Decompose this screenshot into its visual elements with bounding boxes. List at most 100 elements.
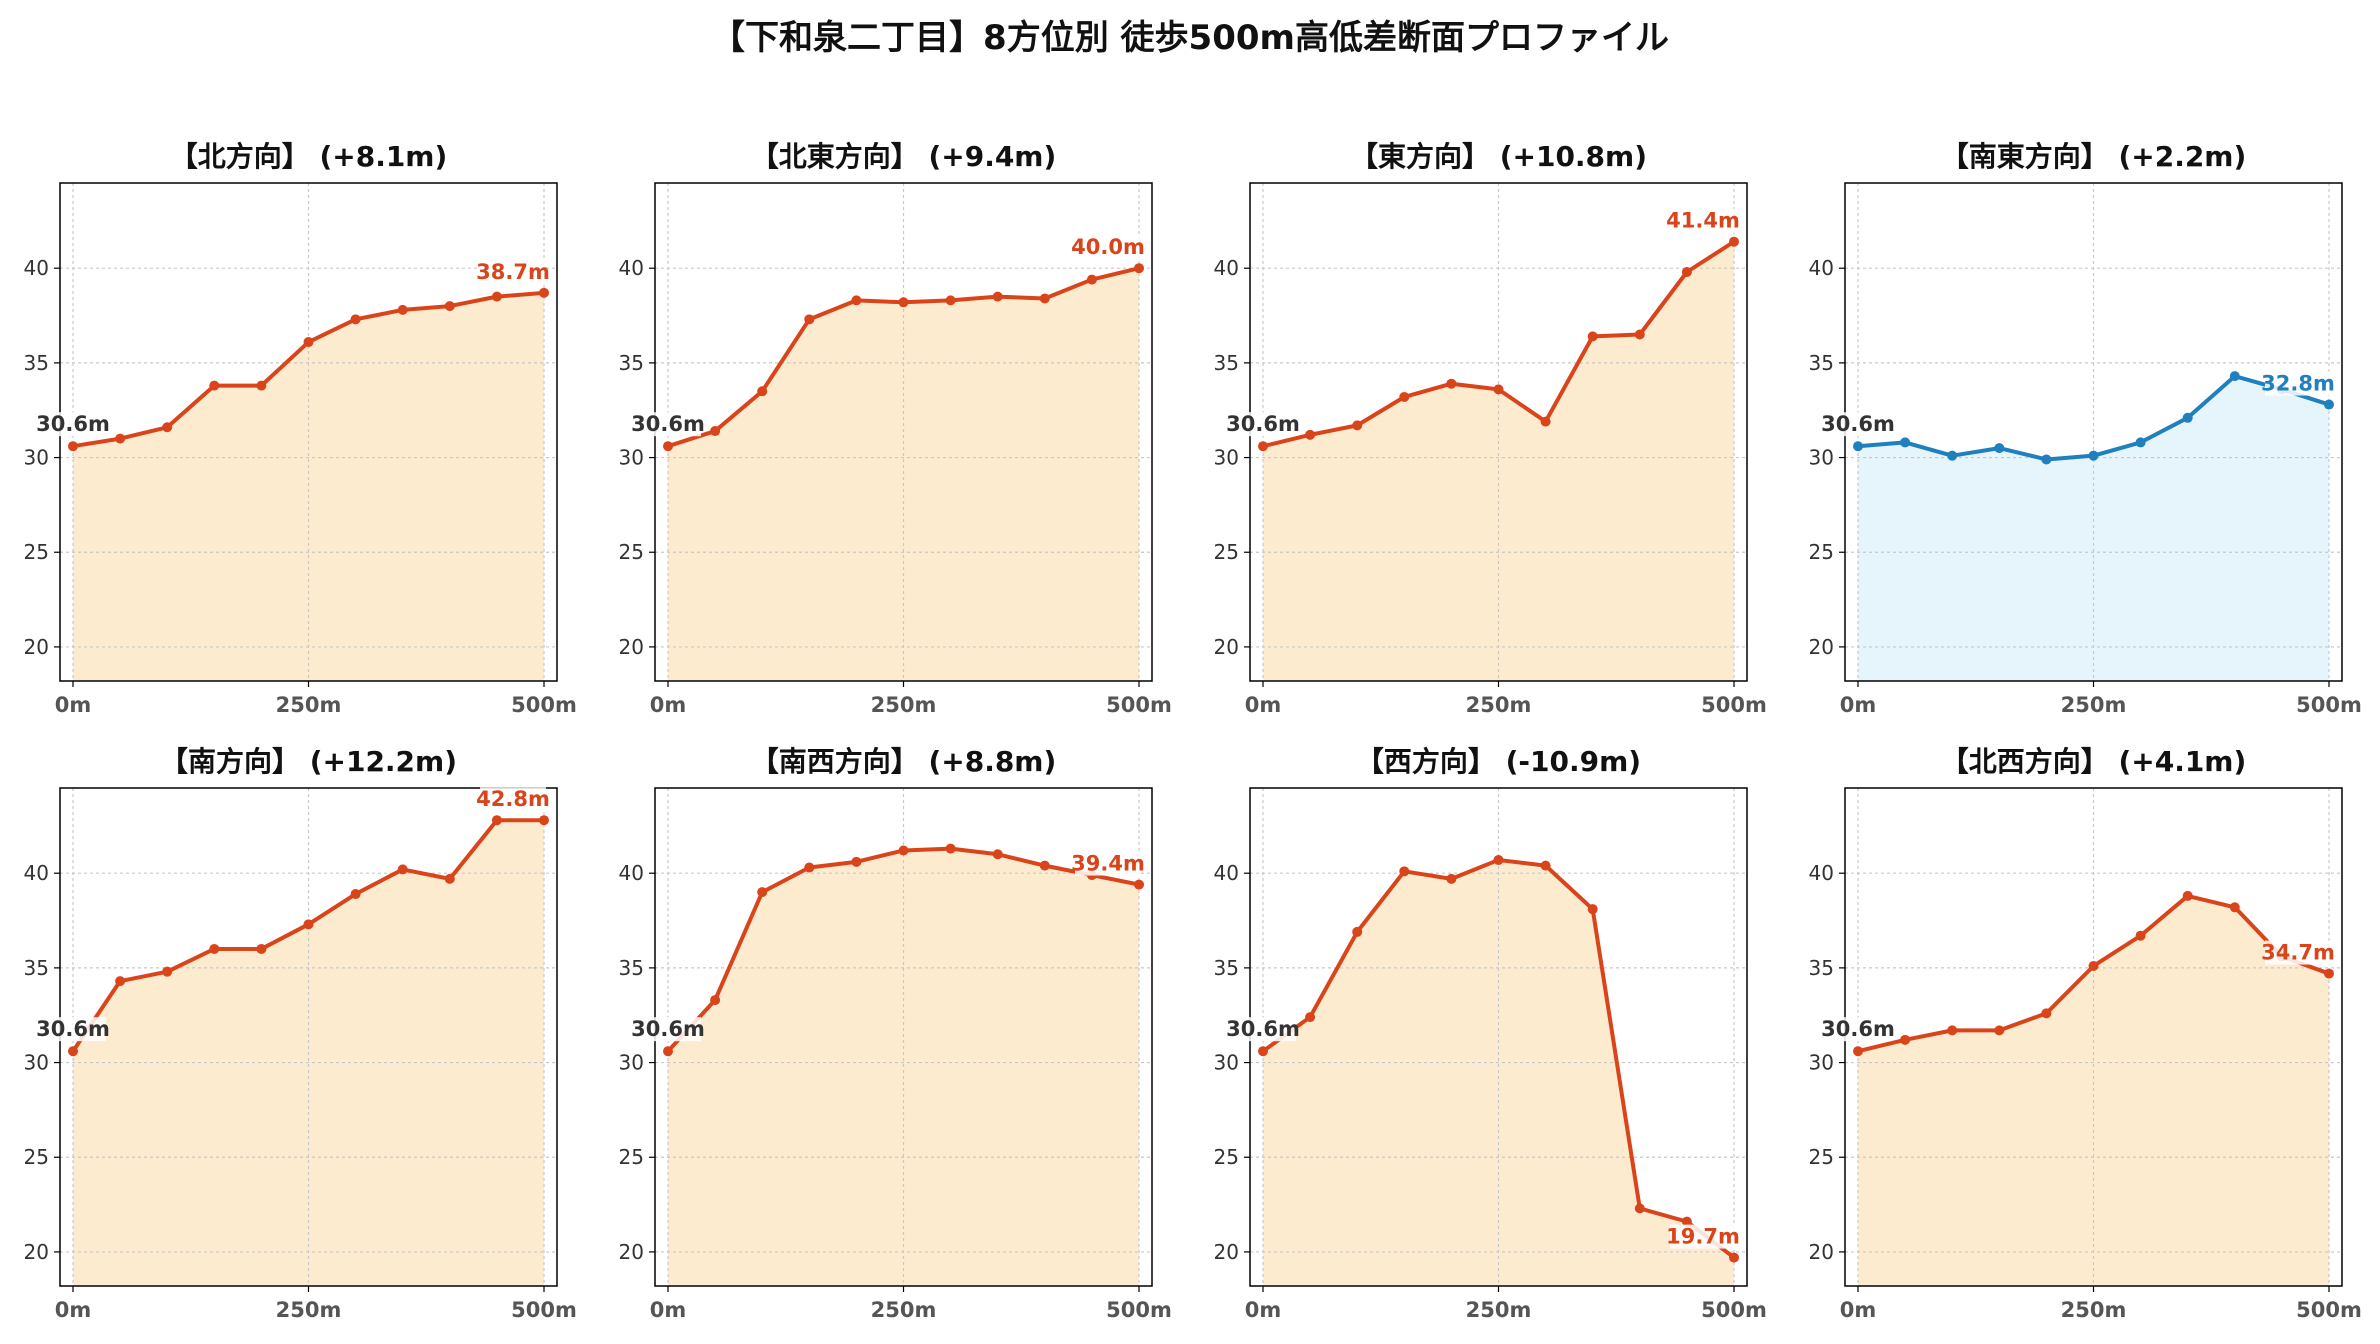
data-point [2229,902,2240,913]
data-point [491,291,502,302]
panel-title: 【南方向】 (+12.2m) [160,745,457,778]
x-tick-label: 500m [511,693,577,717]
x-tick-label: 0m [650,1298,687,1322]
data-point [1493,854,1504,865]
y-tick-label: 35 [24,956,49,980]
data-point [1493,384,1504,395]
start-elevation-label: 30.6m [1226,412,1300,436]
data-point [992,291,1003,302]
x-tick-label: 250m [2061,1298,2127,1322]
data-point [1258,441,1268,452]
data-point [2041,454,2052,465]
data-point [1134,263,1144,274]
data-point [2135,930,2146,941]
start-elevation-label: 30.6m [1226,1017,1300,1041]
data-point [1352,926,1363,937]
data-point [1540,860,1551,871]
end-label-bg [1670,1224,1736,1249]
data-point [115,433,126,444]
data-point [1900,1034,1911,1045]
data-point [2088,960,2099,971]
data-point [2182,890,2193,901]
y-tick-label: 25 [1214,540,1239,564]
chart-panel: 20 25 30 35 40 0m 250m 500m 30.6m 41.4m 【東方向】 (+10… [1214,140,1767,717]
x-tick-label: 500m [511,1298,577,1322]
end-label-bg [2265,371,2331,396]
data-point [945,295,956,306]
y-tick-label: 40 [24,256,49,280]
y-tick-label: 35 [1214,351,1239,375]
panel-title: 【東方向】 (+10.8m) [1350,140,1647,173]
data-point [1399,866,1410,877]
data-point [1729,236,1739,247]
end-elevation-label: 32.8m [2261,372,2335,396]
y-tick-label: 20 [24,1240,49,1264]
data-point [444,873,455,884]
y-tick-label: 25 [24,540,49,564]
end-elevation-label: 41.4m [1666,209,1740,233]
data-point [68,441,78,452]
start-label-bg [1825,1017,1891,1042]
data-point [1258,1046,1268,1057]
y-tick-label: 35 [1809,351,1834,375]
end-label-bg [1670,208,1736,233]
y-tick-label: 40 [1809,256,1834,280]
x-tick-label: 250m [871,1298,937,1322]
x-tick-label: 0m [55,1298,92,1322]
y-tick-label: 30 [1809,446,1834,470]
x-tick-label: 500m [1106,1298,1172,1322]
panel-title: 【西方向】 (-10.9m) [1356,745,1641,778]
chart-panel: 20 25 30 35 40 0m 250m 500m 30.6m 39.4m 【南西方向】 (+8… [619,745,1172,1322]
page-title: 【下和泉二丁目】8方位別 徒歩500m高低差断面プロファイル [711,18,1669,58]
data-point [1634,1203,1645,1214]
chart-panel: 20 25 30 35 40 0m 250m 500m 30.6m 40.0m 【北東方向】 (+9… [619,140,1172,717]
y-tick-label: 25 [1809,540,1834,564]
data-point [350,314,361,325]
data-point [804,314,815,325]
data-point [162,966,173,977]
x-tick-label: 0m [1840,1298,1877,1322]
data-point [1681,1216,1692,1227]
data-point [2135,437,2146,448]
start-elevation-label: 30.6m [36,1017,110,1041]
data-point [1994,443,2005,454]
start-label-bg [1825,412,1891,437]
x-tick-label: 250m [2061,693,2127,717]
y-tick-label: 40 [1214,861,1239,885]
data-point [1853,1046,1863,1057]
data-point [397,304,408,315]
data-point [710,426,721,437]
data-point [491,815,502,826]
y-tick-label: 25 [1809,1145,1834,1169]
data-point [1086,274,1097,285]
end-elevation-label: 39.4m [1071,852,1145,876]
panel-title: 【北方向】 (+8.1m) [170,140,448,173]
chart-panel: 20 25 30 35 40 0m 250m 500m 30.6m 19.7m 【西方向】 (-10… [1214,745,1767,1322]
y-tick-label: 20 [1809,1240,1834,1264]
x-tick-label: 0m [55,693,92,717]
y-tick-label: 30 [619,446,644,470]
data-point [397,864,408,875]
data-point [1039,293,1050,304]
x-tick-label: 0m [1840,693,1877,717]
x-tick-label: 0m [650,693,687,717]
y-tick-label: 20 [619,1240,644,1264]
y-tick-label: 35 [619,351,644,375]
data-point [303,337,314,348]
y-tick-label: 25 [24,1145,49,1169]
data-point [851,856,862,867]
data-point [1399,391,1410,402]
end-label-bg [2265,940,2331,965]
data-point [256,380,267,391]
data-point [804,862,815,873]
area-fill [73,292,544,681]
data-point [710,995,721,1006]
end-label-bg [480,259,546,284]
data-point [2229,371,2240,382]
data-point [1446,873,1457,884]
data-point [1947,1025,1958,1036]
start-elevation-label: 30.6m [36,412,110,436]
end-elevation-label: 19.7m [1666,1225,1740,1249]
data-point [2324,399,2334,410]
